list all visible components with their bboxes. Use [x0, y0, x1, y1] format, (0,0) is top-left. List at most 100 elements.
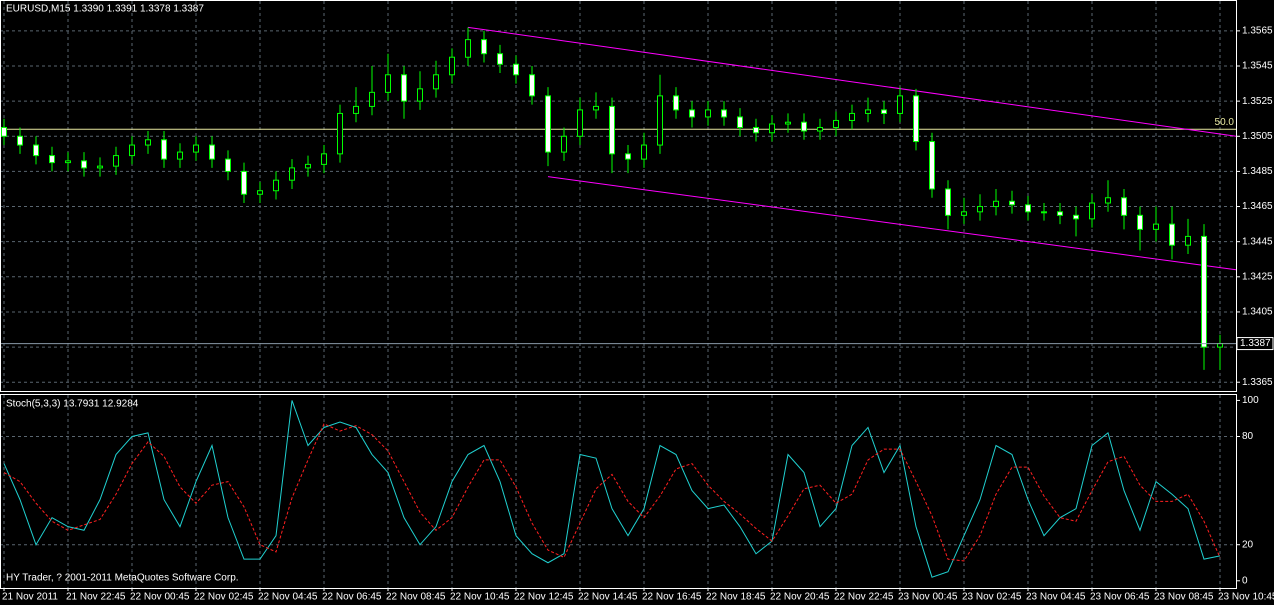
x-tick-label: 22 Nov 04:45: [258, 592, 318, 603]
last-price-box: [1236, 337, 1274, 351]
candle-body: [705, 109, 711, 118]
candle-body: [881, 109, 887, 114]
candle-body: [385, 74, 391, 93]
y-tick-label: 1.3485: [1242, 166, 1273, 177]
candle-body: [1009, 200, 1015, 206]
candle-body: [833, 119, 839, 128]
candle-body: [1089, 202, 1095, 220]
stoch-line: [3, 423, 1221, 562]
candle-body: [193, 144, 199, 153]
candle-body: [497, 53, 503, 65]
candle-body: [145, 139, 151, 146]
y-tick-label: 1.3405: [1242, 307, 1273, 318]
candle-body: [401, 74, 407, 102]
x-tick-label: 22 Nov 18:45: [706, 592, 766, 603]
candle-body: [1073, 214, 1079, 220]
candle-body: [225, 158, 231, 172]
candle-body: [1057, 211, 1063, 216]
y-tick-label: 80: [1242, 431, 1254, 442]
candle-body: [1201, 235, 1207, 348]
candle-body: [577, 109, 583, 137]
candle-body: [49, 155, 55, 164]
candle-body: [417, 88, 423, 102]
candle-body: [721, 109, 727, 118]
x-tick-label: 21 Nov 2011: [2, 592, 58, 603]
candle-body: [545, 95, 551, 153]
trendline: [467, 26, 1237, 137]
candle-body: [1137, 214, 1143, 230]
candle-body: [33, 144, 39, 157]
candle-body: [929, 141, 935, 190]
candle-body: [801, 121, 807, 132]
y-tick-label: 1.3425: [1242, 271, 1273, 282]
x-tick-label: 22 Nov 22:45: [834, 592, 894, 603]
candle-body: [817, 126, 823, 132]
candle-body: [1121, 197, 1127, 216]
level-label: 50.0: [1215, 117, 1235, 128]
candle-body: [449, 56, 455, 76]
y-tick-label: 1.3505: [1242, 131, 1273, 142]
candle-body: [913, 95, 919, 143]
candle-body: [609, 105, 615, 155]
candle-body: [689, 109, 695, 118]
x-tick-label: 22 Nov 08:45: [386, 592, 446, 603]
candle-body: [113, 155, 119, 167]
candle-body: [769, 123, 775, 134]
candle-body: [513, 63, 519, 76]
candle-body: [81, 160, 87, 169]
candle-body: [177, 151, 183, 160]
candle-body: [129, 144, 135, 157]
candle-body: [737, 116, 743, 128]
candle-body: [1025, 204, 1031, 213]
candle-body: [305, 163, 311, 169]
y-tick-label: 1.3445: [1242, 236, 1273, 247]
candle-body: [65, 160, 71, 164]
y-tick-label: 1.3545: [1242, 61, 1273, 72]
stoch-line: [3, 400, 1221, 578]
candle-body: [241, 170, 247, 195]
grid: [0, 1, 1236, 588]
candle-body: [993, 200, 999, 208]
candle-body: [865, 109, 871, 114]
candle-body: [673, 95, 679, 111]
candle-body: [97, 165, 103, 169]
candle-body: [945, 188, 951, 216]
x-tick-label: 22 Nov 14:45: [578, 592, 638, 603]
chart-title: EURUSD,M15 1.3390 1.3391 1.3378 1.3387: [6, 4, 204, 15]
candle-body: [897, 95, 903, 114]
x-tick-label: 22 Nov 06:45: [322, 592, 382, 603]
copyright: HY Trader, ? 2001-2011 MetaQuotes Softwa…: [6, 573, 239, 584]
trendline: [547, 176, 1237, 271]
x-tick-label: 22 Nov 16:45: [642, 592, 702, 603]
candle-body: [369, 91, 375, 107]
candle-body: [625, 153, 631, 160]
x-tick-label: 23 Nov 04:45: [1026, 592, 1086, 603]
x-tick-label: 22 Nov 20:45: [770, 592, 830, 603]
x-tick-label: 23 Nov 10:45: [1218, 592, 1274, 603]
candle-body: [337, 112, 343, 155]
candle-body: [1, 126, 7, 137]
stoch-frame: [0, 394, 1237, 589]
x-tick-label: 23 Nov 06:45: [1090, 592, 1150, 603]
candle-body: [433, 74, 439, 90]
y-tick-label: 1.3365: [1242, 377, 1273, 388]
y-tick-label: 1.3565: [1242, 26, 1273, 37]
x-tick-label: 22 Nov 00:45: [130, 592, 190, 603]
candle-body: [257, 190, 263, 195]
candle-body: [593, 105, 599, 111]
y-tick-label: 100: [1242, 395, 1259, 406]
x-tick-label: 21 Nov 22:45: [66, 592, 126, 603]
last-price-label: 1.3387: [1240, 338, 1271, 349]
y-tick-label: 1.3525: [1242, 96, 1273, 107]
x-tick-label: 23 Nov 08:45: [1154, 592, 1214, 603]
stoch-title: Stoch(5,3,3) 13.7931 12.9284: [6, 399, 139, 410]
candle-body: [161, 139, 167, 160]
candle-body: [977, 206, 983, 213]
candle-body: [641, 144, 647, 160]
candle-body: [321, 153, 327, 165]
x-tick-label: 23 Nov 02:45: [962, 592, 1022, 603]
candle-body: [1105, 197, 1111, 204]
main-frame: [0, 0, 1237, 392]
